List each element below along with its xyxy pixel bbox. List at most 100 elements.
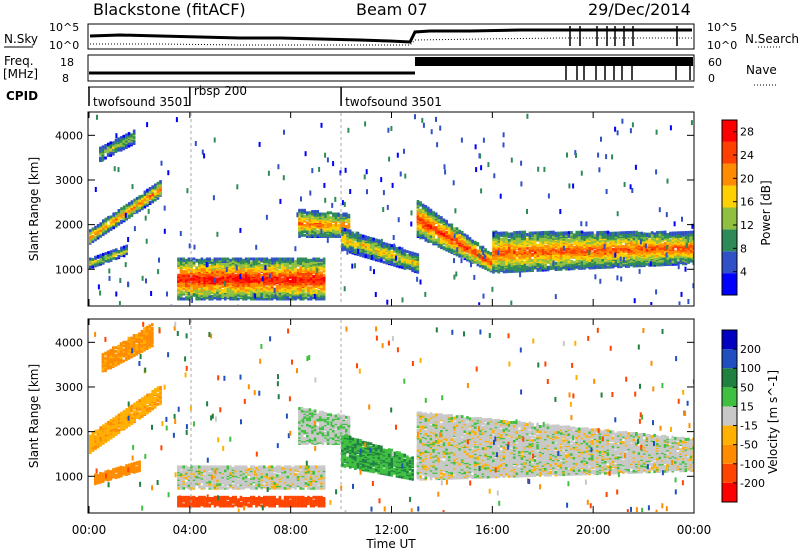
echo-cell (630, 230, 633, 234)
echo-cell (286, 265, 289, 268)
echo-cell (322, 273, 326, 277)
nsky-spikes (569, 26, 678, 46)
echo-cell (291, 257, 295, 261)
echo-cell (440, 229, 443, 233)
echo-cell (434, 231, 438, 235)
echo-cell (309, 286, 313, 290)
echo-cell (252, 282, 256, 286)
cpid-segment-label: twofsound 3501 (345, 95, 442, 109)
echo-cell (406, 253, 409, 257)
echo-cell (334, 222, 338, 226)
echo-cell (591, 258, 594, 262)
echo-cell (513, 234, 516, 238)
echo-cell (473, 248, 477, 252)
echo-cell (463, 240, 467, 244)
echo-cell (544, 230, 547, 234)
echo-cell (250, 268, 253, 272)
echo-cell (497, 231, 501, 235)
echo-cell (298, 231, 301, 235)
echo-cell (104, 254, 108, 258)
echo-cell (645, 232, 649, 236)
echo-cell (250, 290, 253, 293)
echo-cell (531, 262, 534, 266)
echo-cell (303, 233, 306, 237)
echo-cell (523, 233, 527, 237)
echo-cell (242, 258, 245, 262)
echo-cell (263, 257, 266, 261)
echo-cell (303, 215, 306, 218)
nave-block (415, 57, 693, 66)
echo-cell (148, 200, 152, 204)
echo-cell (364, 242, 368, 246)
echo-cell (239, 257, 243, 261)
freq-tick-high: 18 (60, 56, 74, 69)
echo-cell (447, 223, 451, 227)
echo-cell (99, 253, 102, 257)
echo-cell (398, 250, 401, 254)
echo-cell (552, 230, 555, 234)
nsearch-tick-low: 10^0 (707, 39, 737, 52)
echo-cell (510, 242, 514, 246)
echo-cell (403, 264, 407, 268)
echo-cell (276, 257, 279, 261)
echo-cell (533, 253, 537, 257)
echo-cell (544, 255, 547, 259)
echo-cell (531, 240, 534, 244)
echo-cell (593, 250, 597, 253)
echo-cell (312, 296, 315, 300)
echo-cell (321, 212, 325, 216)
echo-cell (484, 248, 487, 252)
echo-cell (640, 234, 644, 238)
echo-cell (141, 197, 144, 201)
echo-cell (122, 134, 126, 138)
echo-cell (303, 230, 306, 233)
echo-cell (237, 262, 240, 266)
echo-cell (192, 261, 196, 265)
echo-cell (244, 286, 248, 290)
echo-cell (304, 265, 308, 268)
echo-cell (419, 223, 422, 227)
echo-cell (614, 260, 618, 264)
echo-cell (513, 247, 516, 251)
echo-cell (408, 259, 412, 263)
echo-cell (382, 241, 386, 245)
echo-cell (101, 150, 105, 154)
echo-cell (329, 222, 332, 226)
echo-cell (321, 227, 325, 231)
echo-cell (216, 257, 219, 261)
echo-cell (313, 227, 317, 231)
echo-cell (645, 245, 649, 249)
echo-cell (619, 251, 623, 255)
echo-cell (463, 248, 467, 252)
echo-cell (302, 272, 305, 276)
echo-cell (304, 292, 308, 296)
echo-cell (528, 264, 532, 268)
nsky-panel: N.Sky 10^5 10^0 10^5 10^0 N.Search (4, 21, 799, 52)
echo-cell (591, 231, 594, 235)
echo-cell (411, 266, 414, 270)
echo-cell (479, 245, 482, 249)
echo-cell (557, 236, 560, 240)
echo-cell (263, 290, 266, 293)
echo-cell (203, 281, 206, 285)
echo-cell (177, 257, 180, 261)
echo-cell (622, 245, 625, 248)
echo-cell (268, 266, 271, 270)
echo-cell (395, 262, 399, 265)
echo-cell (192, 292, 196, 296)
echo-cell (650, 240, 654, 243)
echo-cell (513, 267, 516, 271)
echo-cell (460, 234, 464, 238)
echo-cell (541, 252, 545, 256)
echo-cell (177, 273, 180, 277)
echo-cell (445, 227, 448, 231)
echo-cell (281, 277, 284, 281)
echo-cell (270, 291, 274, 295)
echo-cell (177, 266, 180, 270)
echo-cell (151, 189, 154, 192)
echo-cell (460, 230, 464, 234)
echo-cell (198, 266, 201, 270)
echo-cell (434, 238, 438, 242)
echo-cell (195, 275, 198, 278)
